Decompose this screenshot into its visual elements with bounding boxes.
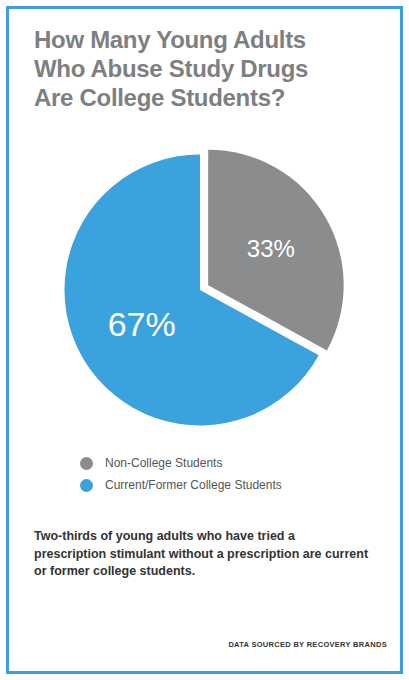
html-text:Two-thirds of young adults who: Two-thirds of young adults who have trie…: [34, 529, 369, 578]
svg-text:33%: 33%: [247, 235, 295, 262]
svg-text:67%: 67%: [108, 305, 176, 343]
html-text:Current/Former College Student: Current/Former College Students: [105, 478, 282, 492]
html-text:DATA SOURCED BY RECOVERY BRAND: DATA SOURCED BY RECOVERY BRANDS: [228, 640, 387, 649]
html-text:How Many Young Adults Who Abus: How Many Young Adults Who Abuse Study Dr…: [34, 26, 309, 111]
html-text:Non-College Students: Non-College Students: [105, 456, 223, 470]
